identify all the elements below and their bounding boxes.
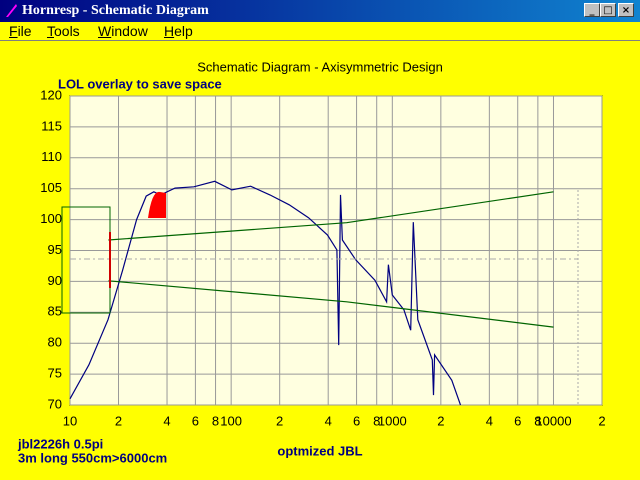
- x-tick-label: 2: [115, 413, 122, 428]
- x-tick-label: 6: [192, 413, 199, 428]
- y-tick-label: 90: [48, 273, 62, 288]
- note: jbl2226h 0.5pi: [17, 436, 103, 451]
- title-bar: Hornresp - Schematic Diagram _ □ ×: [0, 0, 640, 22]
- x-tick-label: 2: [276, 413, 283, 428]
- x-tick-label: 10: [63, 413, 77, 428]
- chart: Schematic Diagram - Axisymmetric Design …: [17, 59, 606, 465]
- y-tick-label: 120: [40, 87, 62, 102]
- caption: optmized JBL: [277, 443, 362, 458]
- x-tick-label: 4: [163, 413, 170, 428]
- menu-item[interactable]: File: [9, 23, 32, 39]
- series-line: [69, 180, 462, 406]
- y-tick-label: 95: [48, 242, 62, 257]
- y-tick-label: 115: [41, 118, 62, 133]
- overlay-fill: [148, 191, 166, 218]
- window-title: Hornresp - Schematic Diagram: [22, 3, 209, 18]
- menu-item[interactable]: Help: [164, 23, 193, 39]
- x-tick-label: 8: [373, 413, 380, 428]
- y-tick-label: 75: [48, 366, 62, 381]
- x-tick-label: 6: [514, 413, 521, 428]
- y-tick-label: 105: [40, 180, 62, 195]
- note: 3m long 550cm>6000cm: [18, 450, 167, 465]
- close-button[interactable]: ×: [618, 3, 634, 17]
- x-tick-label: 10000: [535, 413, 571, 428]
- x-tick-label: 2: [437, 413, 444, 428]
- x-tick-label: 1000: [378, 413, 407, 428]
- minimize-button[interactable]: _: [584, 3, 600, 17]
- series-line: [108, 191, 554, 241]
- x-tick-label: 100: [220, 413, 242, 428]
- y-tick-label: 70: [48, 396, 62, 411]
- y-tick-label: 110: [41, 149, 62, 164]
- menu-item[interactable]: Window: [98, 23, 148, 39]
- menu-item[interactable]: Tools: [47, 23, 80, 39]
- y-tick-label: 100: [40, 211, 62, 226]
- maximize-button[interactable]: □: [600, 3, 616, 17]
- y-tick-label: 85: [48, 304, 62, 319]
- x-tick-label: 8: [212, 413, 219, 428]
- menu-bar: File Tools Window Help: [0, 22, 640, 41]
- x-tick-label: 8: [534, 413, 541, 428]
- y-tick-label: 80: [48, 335, 62, 350]
- series-line: [108, 280, 554, 328]
- chart-title: Schematic Diagram - Axisymmetric Design: [197, 59, 443, 74]
- x-tick-label: 2: [598, 413, 605, 428]
- x-tick-label: 4: [486, 413, 493, 428]
- app-icon: [6, 4, 17, 17]
- x-tick-label: 4: [325, 413, 332, 428]
- x-tick-label: 6: [353, 413, 360, 428]
- annotation: LOL overlay to save space: [58, 76, 222, 91]
